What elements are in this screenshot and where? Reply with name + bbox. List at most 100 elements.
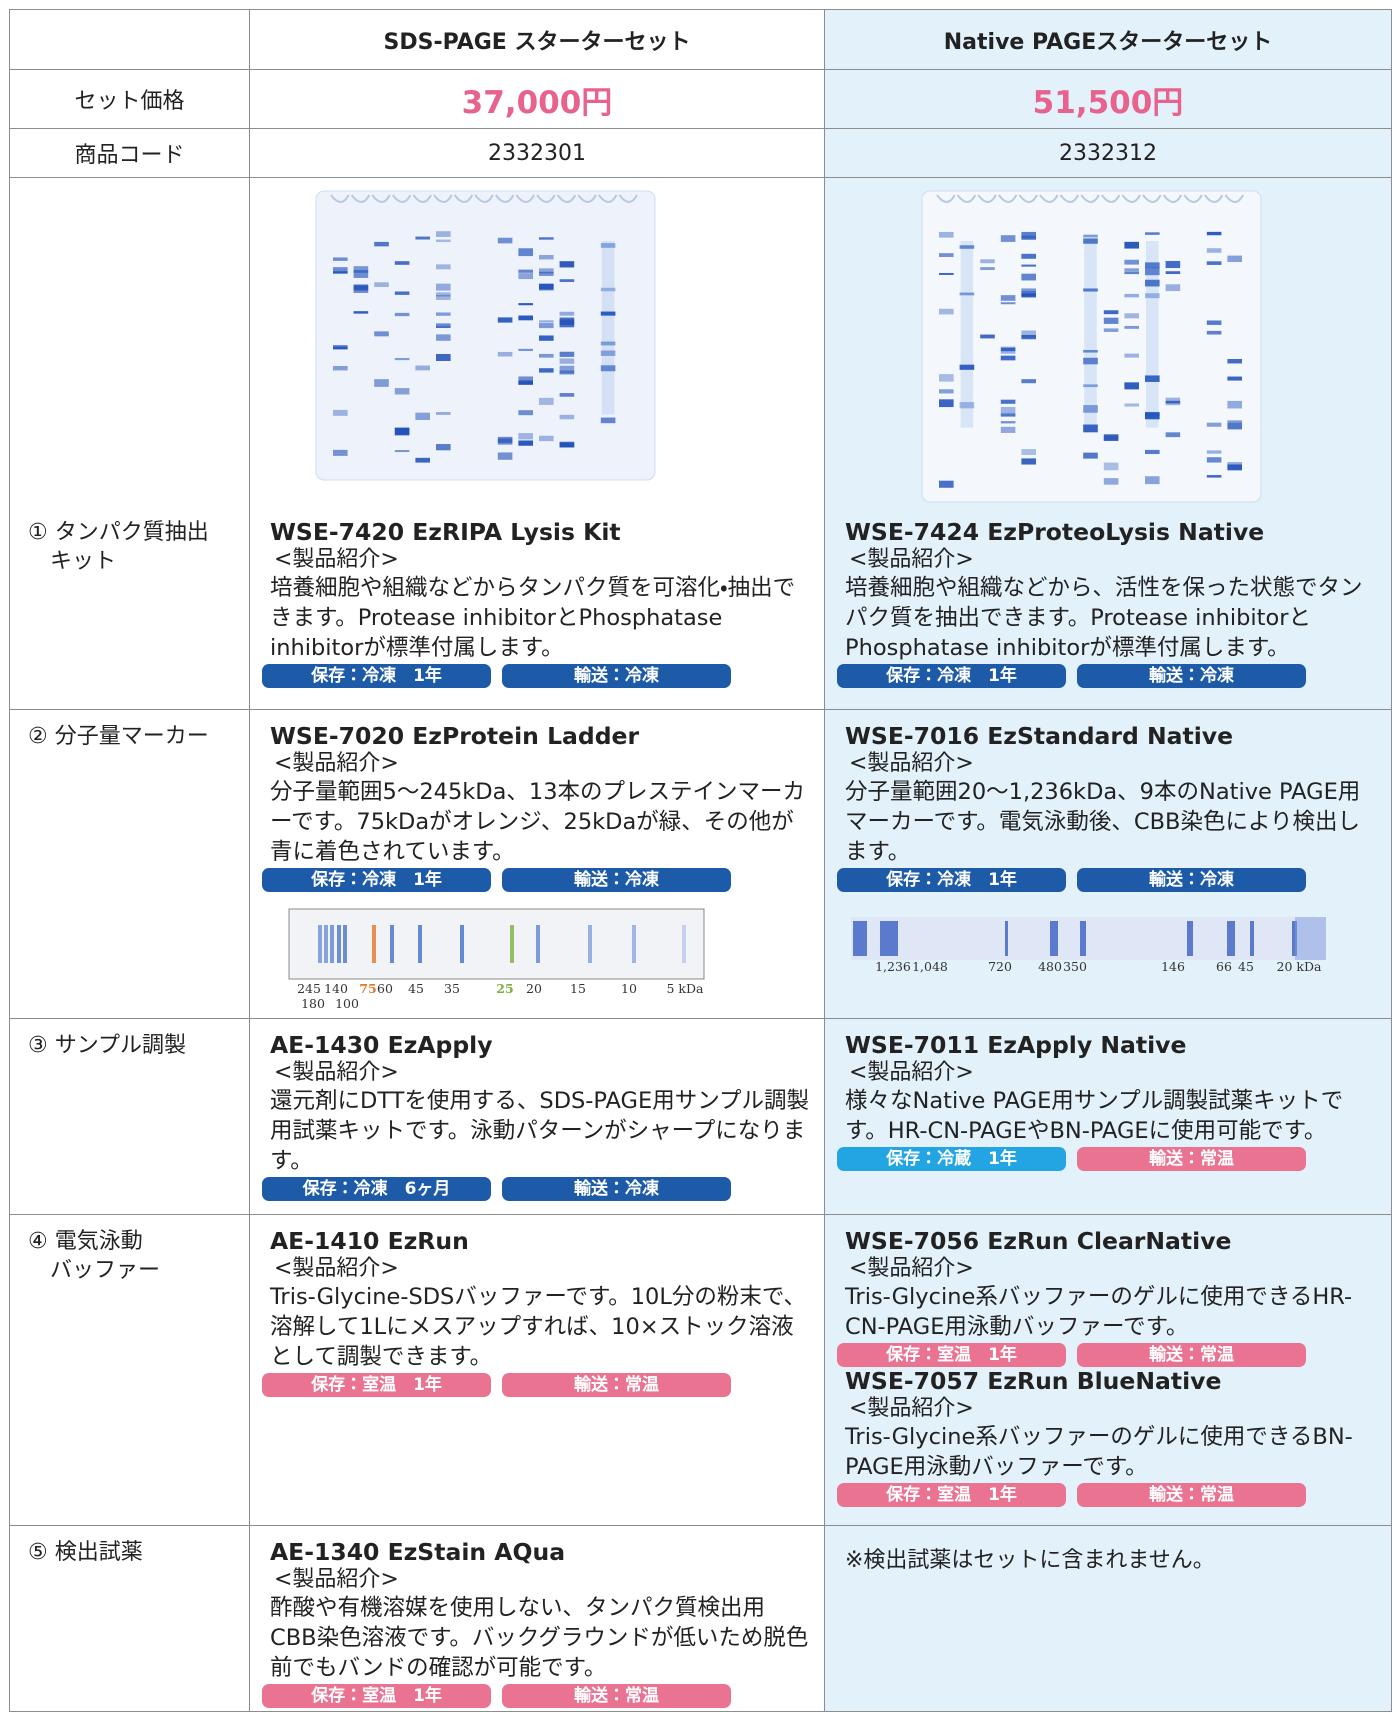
product-cell: AE-1410 EzRun <製品紹介> Tris-Glycine-SDSバッファー… <box>249 1214 825 1526</box>
product: WSE-7420 EzRIPA Lysis Kit <製品紹介> 培養細胞や組織など… <box>250 178 824 688</box>
shipping-badge: 輸送：冷凍 <box>502 664 731 688</box>
storage-badge: 保存：室温 1年 <box>837 1483 1066 1507</box>
product-cell: WSE-7016 EzStandard Native <製品紹介> 分子量範囲20～… <box>824 709 1392 1019</box>
product-intro: <製品紹介> <box>849 547 974 572</box>
product-description: 還元剤にDTTを使用する、SDS-PAGE用サンプル調製用試薬キットです。泳動パ… <box>270 1088 810 1174</box>
product-name: WSE-7057 EzRun BlueNative <box>845 1367 1222 1395</box>
product-name: WSE-7420 EzRIPA Lysis Kit <box>270 518 621 546</box>
storage-badge: 保存：室温 1年 <box>262 1684 491 1708</box>
product-intro: <製品紹介> <box>849 1396 974 1421</box>
badges: 保存：冷凍 1年 輸送：冷凍 <box>837 868 1377 892</box>
row-label-cell: ① タンパク質抽出キット <box>9 177 250 710</box>
product: WSE-7056 EzRun ClearNative <製品紹介> Tris-Gly… <box>825 1215 1391 1367</box>
product-intro: <製品紹介> <box>274 547 399 572</box>
product-intro: <製品紹介> <box>849 1256 974 1281</box>
badges: 保存：室温 1年 輸送：常温 <box>837 1483 1377 1507</box>
shipping-badge: 輸送：常温 <box>1077 1147 1306 1171</box>
comparison-table: SDS-PAGE スターターセット Native PAGEスターターセット セッ… <box>9 9 1392 1712</box>
cell: 37,000円 <box>249 69 825 129</box>
product: WSE-7011 EzApply Native <製品紹介> 様々なNative P… <box>825 1019 1391 1171</box>
price-native: 51,500円 <box>1032 84 1184 121</box>
product: AE-1410 EzRun <製品紹介> Tris-Glycine-SDSバッファー… <box>250 1215 824 1397</box>
price-label: セット価格 <box>9 69 250 129</box>
product-cell: WSE-7011 EzApply Native <製品紹介> 様々なNative P… <box>824 1018 1392 1215</box>
code-label: 商品コード <box>9 128 250 178</box>
badges: 保存：冷凍 1年 輸送：冷凍 <box>262 664 810 688</box>
shipping-badge: 輸送：常温 <box>1077 1343 1306 1367</box>
badges: 保存：冷凍 1年 輸送：冷凍 <box>837 664 1377 688</box>
product: WSE-7016 EzStandard Native <製品紹介> 分子量範囲20～… <box>825 710 1391 892</box>
row-label: バッファー <box>50 1258 161 1283</box>
badges: 保存：冷蔵 1年 輸送：常温 <box>837 1147 1377 1171</box>
storage-badge: 保存：冷凍 1年 <box>262 868 491 892</box>
product-name: WSE-7424 EzProteoLysis Native <box>845 518 1265 546</box>
badges: 保存：室温 1年 輸送：常温 <box>262 1373 810 1397</box>
shipping-badge: 輸送：冷凍 <box>1077 664 1306 688</box>
product-cell: WSE-7420 EzRIPA Lysis Kit <製品紹介> 培養細胞や組織など… <box>249 177 825 710</box>
shipping-badge: 輸送：常温 <box>502 1684 731 1708</box>
price-sds: 37,000円 <box>461 84 613 121</box>
shipping-badge: 輸送：冷凍 <box>502 868 731 892</box>
product-description: Tris-Glycine系バッファーのゲルに使用できるHR-CN-PAGE用泳動… <box>845 1284 1353 1340</box>
badges: 保存：冷凍 6ヶ月 輸送：冷凍 <box>262 1177 810 1201</box>
product-cell: AE-1430 EzApply <製品紹介> 還元剤にDTTを使用する、SDS-PA… <box>249 1018 825 1215</box>
row-label-cell: ⑤ 検出試薬 <box>9 1525 250 1712</box>
badges: 保存：室温 1年 輸送：常温 <box>837 1343 1377 1367</box>
product-name: WSE-7056 EzRun ClearNative <box>845 1227 1232 1255</box>
storage-badge: 保存：冷凍 6ヶ月 <box>262 1177 491 1201</box>
product-name: WSE-7020 EzProtein Ladder <box>270 722 640 750</box>
cell: 51,500円 <box>824 69 1392 129</box>
row: ① タンパク質抽出 キット WSE-7420 EzRIPA Lysis Kit <製品… <box>9 177 1392 710</box>
product-intro: <製品紹介> <box>849 751 974 776</box>
product-intro: <製品紹介> <box>849 1060 974 1085</box>
code-native: 2332312 <box>824 128 1392 178</box>
shipping-badge: 輸送：常温 <box>502 1373 731 1397</box>
row-label: ④ 電気泳動 <box>28 1229 143 1254</box>
row-label: ② 分子量マーカー <box>28 724 209 749</box>
row-label-cell: ② 分子量マーカー <box>9 709 250 1019</box>
row-label: ① タンパク質抽出 <box>28 520 209 545</box>
storage-badge: 保存：室温 1年 <box>262 1373 491 1397</box>
product-intro: <製品紹介> <box>274 1060 399 1085</box>
product-intro: <製品紹介> <box>274 1567 399 1592</box>
product-name: WSE-7016 EzStandard Native <box>845 722 1234 750</box>
product-description: 培養細胞や組織などから、活性を保った状態でタンパク質を抽出できます。Protea… <box>845 575 1363 661</box>
row-label: ③ サンプル調製 <box>28 1033 187 1058</box>
note: ※検出試薬はセットに含まれません。 <box>845 1548 1215 1573</box>
product-description: 分子量範囲5～245kDa、13本のプレステインマーカーです。75kDaがオレン… <box>270 779 806 865</box>
header-sds: SDS-PAGE スターターセット <box>249 9 825 70</box>
shipping-badge: 輸送：冷凍 <box>1077 868 1306 892</box>
shipping-badge: 輸送：冷凍 <box>502 1177 731 1201</box>
code-sds: 2332301 <box>249 128 825 178</box>
product-description: Tris-Glycine系バッファーのゲルに使用できるBN-PAGE用泳動バッフ… <box>845 1424 1353 1480</box>
storage-badge: 保存：冷蔵 1年 <box>837 1147 1066 1171</box>
cell <box>9 9 250 70</box>
row-label: キット <box>50 549 117 574</box>
product: WSE-7020 EzProtein Ladder <製品紹介> 分子量範囲5～24… <box>250 710 824 892</box>
product-cell: ※検出試薬はセットに含まれません。 <box>824 1525 1392 1712</box>
product-intro: <製品紹介> <box>274 1256 399 1281</box>
product-intro: <製品紹介> <box>274 751 399 776</box>
product-cell: WSE-7424 EzProteoLysis Native <製品紹介> 培養細胞や… <box>824 177 1392 710</box>
row-label-cell: ④ 電気泳動バッファー <box>9 1214 250 1526</box>
product: WSE-7424 EzProteoLysis Native <製品紹介> 培養細胞や… <box>825 178 1391 688</box>
product-description: 様々なNative PAGE用サンプル調製試薬キットです。HR-CN-PAGEや… <box>845 1088 1344 1144</box>
product-name: AE-1410 EzRun <box>270 1227 469 1255</box>
storage-badge: 保存：冷凍 1年 <box>837 664 1066 688</box>
header-native: Native PAGEスターターセット <box>824 9 1392 70</box>
product: AE-1430 EzApply <製品紹介> 還元剤にDTTを使用する、SDS-PA… <box>250 1019 824 1201</box>
product-description: 分子量範囲20～1,236kDa、9本のNative PAGE用マーカーです。電… <box>845 779 1361 865</box>
badges: 保存：室温 1年 輸送：常温 <box>262 1684 810 1708</box>
row: ④ 電気泳動 バッファー AE-1410 EzRun <製品紹介> Tris-Glyci… <box>9 1214 1392 1526</box>
product-cell: AE-1340 EzStain AQua <製品紹介> 酢酸や有機溶媒を使用しない、… <box>249 1525 825 1712</box>
shipping-badge: 輸送：常温 <box>1077 1483 1306 1507</box>
product-name: AE-1430 EzApply <box>270 1031 493 1059</box>
product-cell: WSE-7056 EzRun ClearNative <製品紹介> Tris-Gly… <box>824 1214 1392 1526</box>
row-label-cell: ③ サンプル調製 <box>9 1018 250 1215</box>
row: ③ サンプル調製 AE-1430 EzApply <製品紹介> 還元剤にDTTを使用す… <box>9 1018 1392 1215</box>
row: ② 分子量マーカー WSE-7020 EzProtein Ladder <製品紹介>… <box>9 709 1392 1019</box>
product-name: WSE-7011 EzApply Native <box>845 1031 1187 1059</box>
row-label: ⑤ 検出試薬 <box>28 1540 143 1565</box>
badges: 保存：冷凍 1年 輸送：冷凍 <box>262 868 810 892</box>
